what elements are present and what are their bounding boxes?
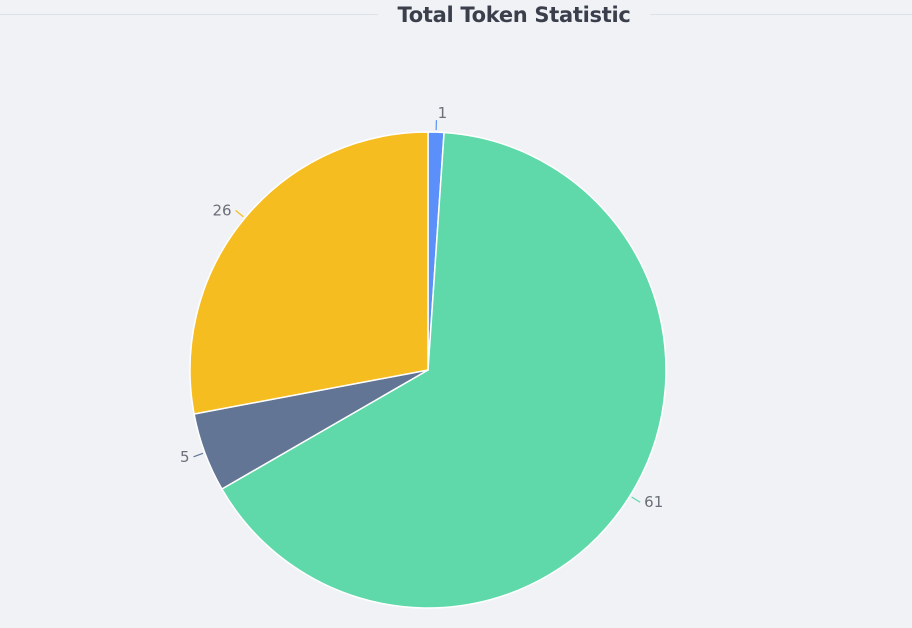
data-label-61: 61 <box>644 493 663 511</box>
data-label-5: 5 <box>180 448 190 466</box>
pie-slice-26[interactable] <box>189 131 429 415</box>
chart-title: Total Token Statistic <box>397 3 631 27</box>
pie-slice-61[interactable] <box>221 131 667 609</box>
title-divider-left <box>0 14 378 15</box>
leader-line-61 <box>631 496 641 503</box>
leader-line-5 <box>193 452 204 458</box>
data-label-1: 1 <box>438 104 448 122</box>
data-label-26: 26 <box>212 201 231 219</box>
title-divider-right <box>650 14 912 15</box>
leader-line-26 <box>235 209 244 218</box>
